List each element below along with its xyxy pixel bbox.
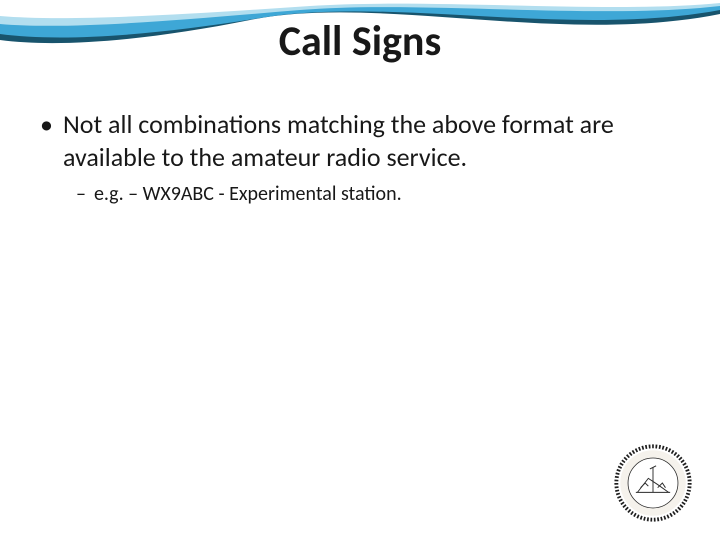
- bullet-level-2: – e.g. – WX9ABC - Experimental station.: [76, 181, 680, 207]
- bullet-marker-l1: •: [40, 108, 53, 141]
- slide-title: Call Signs: [0, 16, 720, 67]
- bullet-marker-l2: –: [76, 181, 86, 207]
- bullet-text-l2: e.g. – WX9ABC - Experimental station.: [94, 181, 402, 207]
- content-area: • Not all combinations matching the abov…: [40, 108, 680, 207]
- bullet-text-l1: Not all combinations matching the above …: [63, 108, 680, 173]
- corner-seal-logo: [614, 444, 692, 522]
- bullet-level-1: • Not all combinations matching the abov…: [40, 108, 680, 173]
